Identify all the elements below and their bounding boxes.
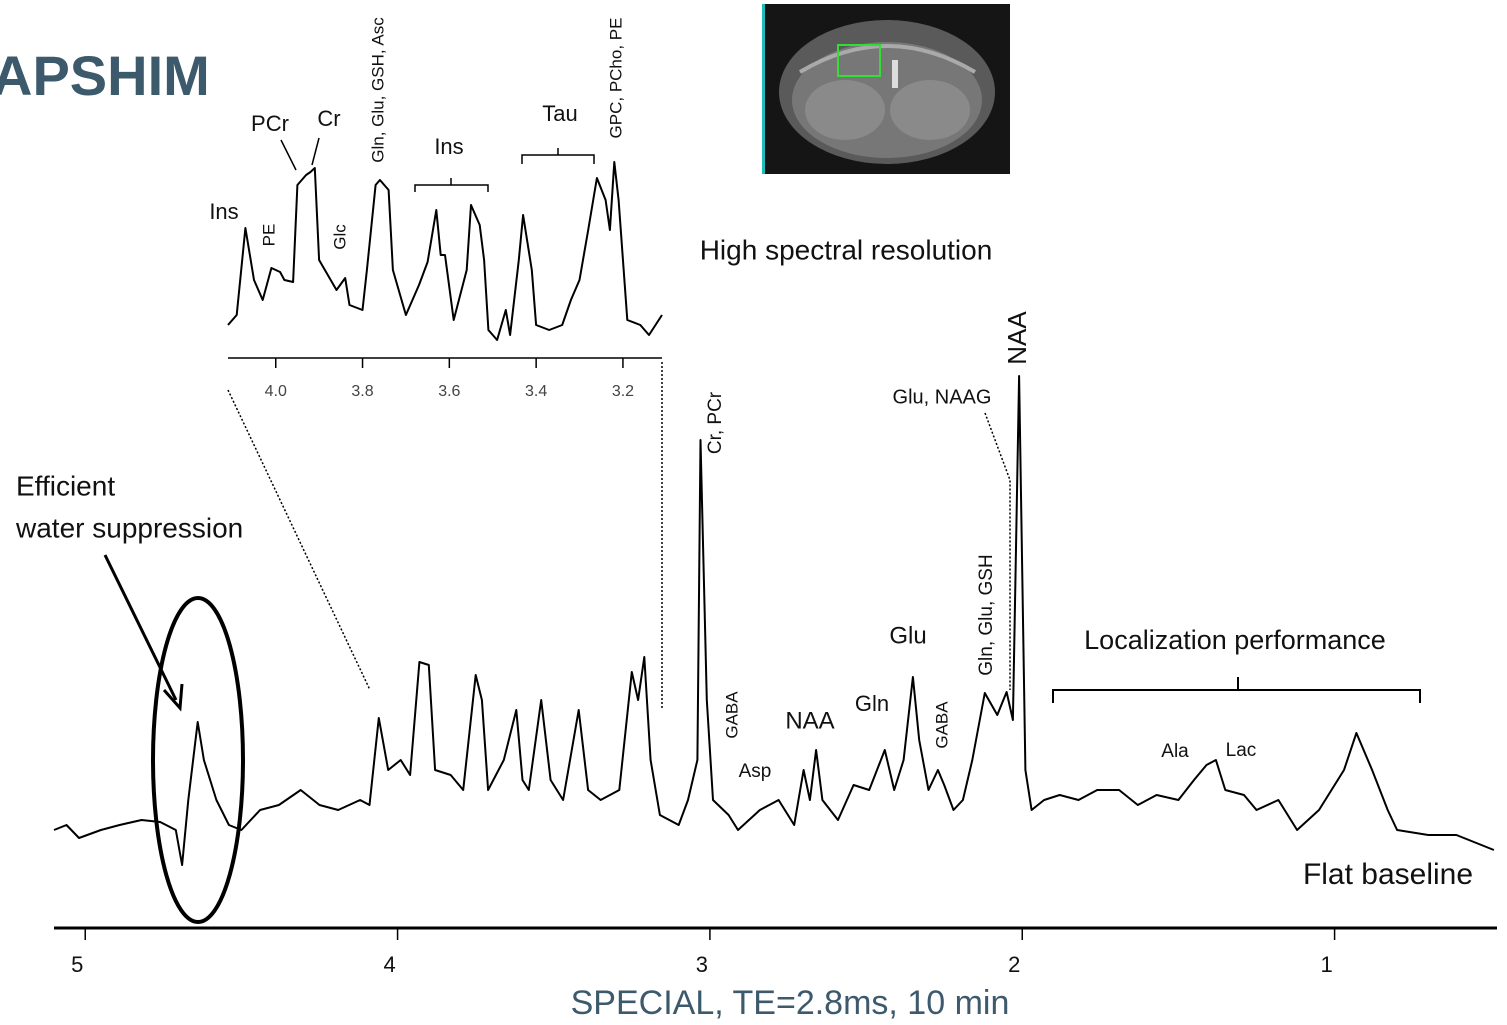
x-tick-label: 4 (383, 952, 395, 977)
chart-title: High spectral resolution (700, 234, 993, 265)
annotation: Flat baseline (1303, 858, 1473, 891)
x-tick-label: 3.6 (438, 383, 460, 400)
decorations (103, 137, 1421, 924)
annotation: Gln (855, 691, 889, 716)
annotation: Gln, Glu, GSH (976, 554, 997, 675)
annotation: Lac (1226, 740, 1257, 761)
x-tick-label: 3 (696, 952, 708, 977)
annotation: GPC, PCho, PE (606, 18, 625, 139)
spectrum-line (227, 161, 663, 341)
mri-image (762, 4, 1010, 174)
voxel-box (837, 44, 881, 77)
annotation: NAA (785, 707, 834, 734)
x-axis-label: SPECIAL, TE=2.8ms, 10 min (571, 984, 1010, 1022)
annotation: Localization performance (1084, 625, 1386, 655)
annotation: Ala (1161, 741, 1189, 762)
annotation: Glc (330, 224, 349, 250)
x-tick-label: 5 (71, 952, 83, 977)
zoom-line (227, 389, 371, 691)
brain-region (805, 80, 885, 140)
annotation: Gln, Glu, GSH, Asc (368, 17, 387, 163)
annotation: Asp (739, 761, 772, 782)
ventricle (892, 60, 898, 88)
annotation: NAA (1002, 311, 1032, 365)
annotation: PE (259, 224, 278, 247)
x-tick-label: 3.8 (351, 383, 373, 400)
annotation: PCr (251, 111, 289, 136)
bracket (1052, 677, 1421, 703)
annotation: GABA (932, 701, 951, 749)
annotation: Glu (889, 622, 926, 649)
x-tick-label: 3.4 (525, 383, 547, 400)
annotation: water suppression (15, 512, 243, 543)
corpus-callosum (798, 44, 977, 74)
annotation: Ins (209, 199, 238, 224)
annotation: Cr, PCr (705, 391, 726, 454)
annotation: Glu, NAAG (893, 386, 992, 408)
x-tick-label: 2 (1008, 952, 1020, 977)
x-tick-label: 1 (1320, 952, 1332, 977)
arrow (103, 554, 178, 701)
annotation: Cr (317, 106, 340, 131)
x-tick-label: 4.0 (265, 383, 287, 400)
highlight-ellipse (151, 596, 245, 924)
annotation: GABA (722, 691, 741, 739)
annotation: Efficient (16, 470, 115, 501)
annotation: Tau (542, 101, 577, 126)
page-title: APSHIM (0, 44, 210, 107)
bracket (414, 178, 489, 192)
x-tick-label: 3.2 (612, 383, 634, 400)
bracket (521, 148, 595, 164)
image-edge (762, 4, 765, 174)
brain-region (890, 80, 970, 140)
spectrum-line (53, 375, 1495, 866)
arrow-head (162, 683, 184, 712)
leader-line (280, 137, 320, 171)
annotation: Ins (434, 134, 463, 159)
